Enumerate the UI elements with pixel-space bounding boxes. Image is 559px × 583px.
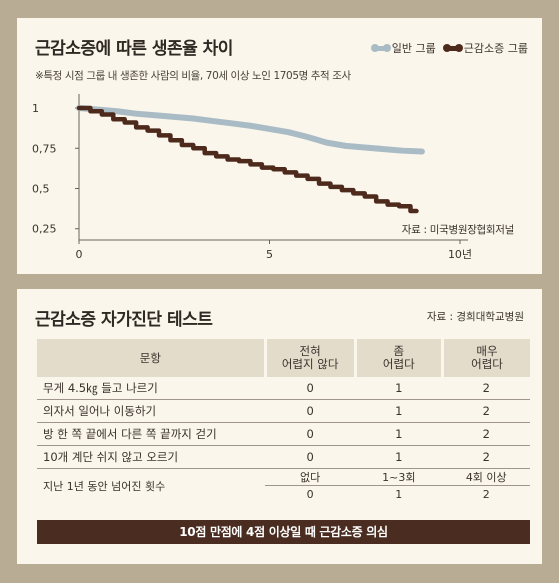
legend-label-normal: 일반 그룹: [391, 42, 436, 55]
header-somewhat-hard: 좀 어렵다: [353, 339, 443, 377]
fall-option-cell: 1~3회: [355, 468, 443, 486]
legend-item-sarcopenia: 근감소증 그룹: [442, 40, 528, 56]
series-line-sarcopenia: [76, 105, 419, 214]
legend-swatch-sarcopenia: [442, 44, 463, 52]
question-cell: 10개 계단 쉬지 않고 오르기: [37, 445, 266, 469]
question-cell: 무게 4.5㎏ 들고 나르기: [37, 377, 266, 400]
chart-source: 자료 : 미국병원장협회저널: [401, 224, 515, 236]
score-cell: 2: [442, 399, 530, 423]
series-line-normal: [76, 105, 425, 155]
fall-options-row: 지난 1년 동안 넘어진 횟수 없다 1~3회 4회 이상: [37, 468, 530, 493]
fall-option-cell: 4회 이상: [442, 468, 530, 486]
chart-legend: 일반 그룹 근감소증 그룹: [370, 40, 528, 56]
score-cell: 1: [355, 422, 443, 446]
fall-score-cell: 1: [395, 487, 403, 501]
score-cell: 2: [442, 422, 530, 446]
legend-item-normal: 일반 그룹: [370, 40, 436, 56]
table-header-row: 문항 전혀 어렵지 않다 좀 어렵다 매우 어렵다: [37, 339, 530, 377]
question-cell: 방 한 쪽 끝에서 다른 쪽 끝까지 걷기: [37, 422, 266, 446]
y-tick-label: 1: [32, 102, 39, 115]
score-cell: 0: [265, 377, 356, 400]
fall-score-cell: 0: [306, 487, 314, 501]
x-tick-label: 5: [266, 248, 273, 261]
fall-question-cell: 지난 1년 동안 넘어진 횟수: [43, 479, 166, 493]
self-test-panel: 근감소증 자가진단 테스트 자료 : 경희대학교병원 문항 전혀 어렵지 않다 좀…: [17, 289, 542, 564]
header-not-hard-label: 전혀 어렵지 않다: [281, 344, 339, 371]
x-tick-label: 0: [76, 248, 83, 261]
chart-subtitle: ※특정 시점 그룹 내 생존한 사람의 비율, 70세 이상 노인 1705명 …: [35, 70, 351, 82]
question-cell: 의자서 일어나 이동하기: [37, 399, 266, 423]
header-not-hard: 전혀 어렵지 않다: [263, 339, 356, 377]
survival-line-chart: 1 0,75 0,5 0,25 0 5 10년: [32, 94, 472, 261]
y-tick-label: 0,25: [32, 223, 57, 236]
table-row: 무게 4.5㎏ 들고 나르기 0 1 2: [37, 377, 530, 400]
fall-score-cell: 2: [482, 487, 490, 501]
y-tick-label: 0,5: [32, 183, 50, 196]
score-cell: 2: [442, 377, 530, 400]
fall-scores-row: 0 1 2: [37, 486, 530, 503]
table-row: 10개 계단 쉬지 않고 오르기 0 1 2: [37, 445, 530, 469]
table-row: 방 한 쪽 끝에서 다른 쪽 끝까지 걷기 0 1 2: [37, 422, 530, 446]
score-cell: 0: [265, 399, 356, 423]
y-tick-label: 0,75: [32, 142, 57, 155]
score-cell: 1: [355, 377, 443, 400]
test-source: 자료 : 경희대학교병원: [426, 311, 524, 323]
x-tick-label: 10년: [448, 248, 472, 261]
score-cell: 0: [265, 422, 356, 446]
legend-swatch-normal: [370, 44, 391, 52]
diagnosis-banner: 10점 만점에 4점 이상일 때 근감소증 의심: [37, 520, 530, 544]
self-test-table: 문항 전혀 어렵지 않다 좀 어렵다 매우 어렵다 무게 4.5㎏ 들고 나르기 0 …: [37, 339, 530, 502]
test-title: 근감소증 자가진단 테스트: [35, 310, 213, 330]
score-cell: 1: [355, 445, 443, 469]
header-very-hard: 매우 어렵다: [440, 339, 530, 377]
table-row: 의자서 일어나 이동하기 0 1 2: [37, 399, 530, 423]
chart-title: 근감소증에 따른 생존율 차이: [35, 39, 233, 59]
score-cell: 1: [355, 399, 443, 423]
header-somewhat-hard-label: 좀 어렵다: [382, 344, 415, 371]
header-item: 문항: [37, 339, 266, 377]
score-cell: 0: [265, 445, 356, 469]
fall-option-cell: 없다: [265, 468, 356, 486]
header-item-label: 문항: [139, 350, 161, 365]
survival-chart-panel: 근감소증에 따른 생존율 차이 ※특정 시점 그룹 내 생존한 사람의 비율, …: [17, 18, 542, 274]
header-very-hard-label: 매우 어렵다: [471, 344, 503, 371]
legend-label-sarcopenia: 근감소증 그룹: [463, 42, 528, 55]
score-cell: 2: [442, 445, 530, 469]
